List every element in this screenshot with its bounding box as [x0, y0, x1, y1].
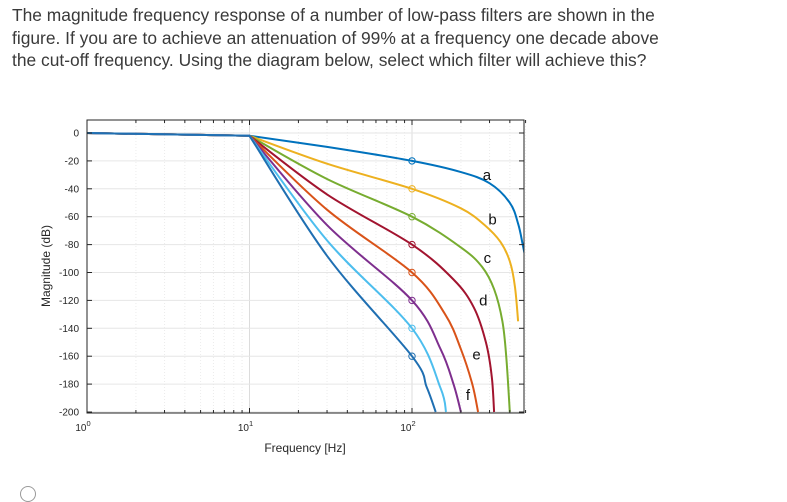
x-tick-label: 100: [75, 419, 90, 434]
curves: [87, 132, 524, 413]
series-line-b: [87, 132, 520, 322]
series-label-b: b: [488, 211, 496, 228]
y-tick-label: -180: [59, 380, 79, 391]
y-tick-label: -20: [65, 156, 80, 167]
y-tick-label: -100: [59, 268, 79, 279]
plot-frame: [86, 119, 525, 414]
y-tick-label: -40: [65, 184, 80, 195]
question-text: The magnitude frequency response of a nu…: [12, 4, 772, 72]
series-label-a: a: [483, 167, 492, 184]
y-tick-label: 0: [73, 129, 79, 140]
markers: [408, 157, 416, 360]
y-tick-label: -60: [65, 212, 80, 223]
series-label-f: f: [466, 387, 471, 404]
y-tick-label: -160: [59, 352, 79, 363]
curve-labels: a b c d e f: [466, 167, 497, 404]
marker-h: [408, 352, 416, 360]
question-line: figure. If you are to achieve an attenua…: [12, 27, 659, 48]
question-line: the cut-off frequency. Using the diagram…: [12, 50, 647, 70]
series-line-e: [87, 132, 480, 413]
series-line-d: [87, 132, 496, 413]
marker-b: [408, 185, 416, 193]
series-label-e: e: [472, 347, 480, 364]
series-line-a: [87, 132, 524, 256]
radio-button[interactable]: [20, 486, 36, 502]
marker-f: [408, 296, 416, 305]
marker-a: [408, 157, 416, 165]
y-tick-label: -140: [59, 324, 79, 335]
series-line-g: [87, 132, 447, 413]
plot-background: [87, 120, 524, 413]
series-label-d: d: [479, 292, 487, 309]
marker-e: [408, 268, 416, 277]
y-tick-label: -120: [59, 296, 79, 307]
series-label-c: c: [484, 250, 492, 267]
marker-d: [408, 240, 416, 249]
y-tick-label: -200: [59, 408, 79, 419]
x-tick-label: 101: [238, 419, 253, 434]
marker-c: [408, 213, 416, 221]
series-line-h: [87, 132, 437, 413]
y-tick-label: -80: [65, 240, 80, 251]
axes: 0 -20 -40 -60 -80 -100 -120 -140 -160 -180 -200100…: [59, 120, 527, 434]
question-line: The magnitude frequency response of a nu…: [12, 5, 655, 25]
x-axis-label: Frequency [Hz]: [264, 441, 345, 455]
series-line-f: [87, 132, 462, 413]
x-tick-label: 102: [400, 419, 415, 434]
series-line-c: [87, 132, 511, 413]
marker-g: [408, 324, 416, 332]
y-axis-label: Magnitude (dB): [39, 225, 53, 307]
